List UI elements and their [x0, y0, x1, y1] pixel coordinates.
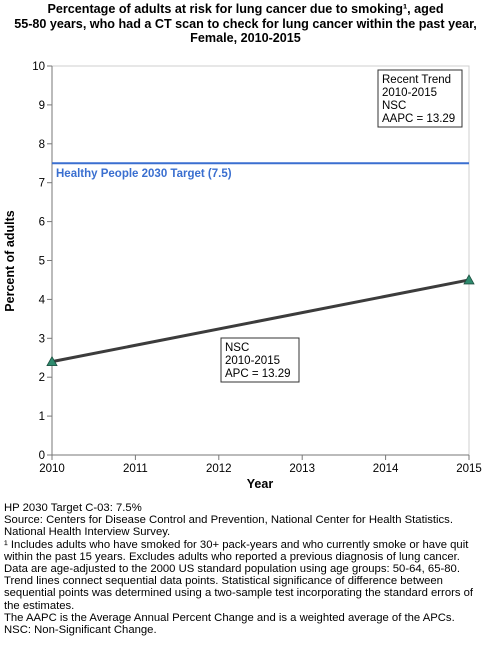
- x-tick-label: 2013: [289, 463, 315, 475]
- chart-title-line-3: Female, 2010-2015: [190, 31, 301, 45]
- y-tick-label: 10: [32, 61, 45, 73]
- segment-annotation-box: NSC 2010-2015 APC = 13.29: [220, 337, 300, 383]
- x-axis-label: Year: [247, 477, 274, 491]
- y-tick-label: 0: [39, 450, 45, 462]
- y-tick-label: 3: [39, 333, 45, 345]
- trend-annotation-frame: [377, 69, 463, 128]
- footnote-aapc: The AAPC is the Average Annual Percent C…: [4, 611, 455, 624]
- trend-annotation-box: Recent Trend 2010-2015 NSC AAPC = 13.29: [377, 69, 463, 128]
- x-tick-label: 2014: [373, 463, 399, 475]
- x-tick-label: 2015: [456, 463, 482, 475]
- y-tick-label: 7: [39, 178, 45, 190]
- segment-annotation-line-2: 2010-2015: [225, 355, 280, 367]
- data-point-marker: [46, 355, 58, 367]
- y-axis-label: Percent of adults: [3, 210, 17, 311]
- y-tick-label: 8: [39, 139, 45, 151]
- y-tick-label: 1: [39, 411, 45, 423]
- footnote-source: Source: Centers for Disease Control and …: [4, 514, 453, 539]
- y-tick-label: 6: [39, 217, 45, 229]
- series-group: [46, 274, 475, 367]
- data-point-marker: [463, 274, 475, 285]
- segment-annotation-frame: [220, 337, 300, 383]
- footnote-age-adjustment: Data are age-adjusted to the 2000 US sta…: [4, 563, 460, 576]
- y-tick-label: 9: [39, 100, 45, 112]
- x-tick-label: 2012: [206, 463, 232, 475]
- chart-title-line-1: Percentage of adults at risk for lung ca…: [47, 2, 444, 16]
- footnote-nsc: NSC: Non-Significant Change.: [4, 624, 157, 637]
- footnote-definition: ¹ Includes adults who have smoked for 30…: [4, 538, 469, 563]
- chart-title-line-2: 55-80 years, who had a CT scan to check …: [14, 16, 477, 31]
- footnote-target: HP 2030 Target C-03: 7.5%: [4, 502, 142, 514]
- footnotes: HP 2030 Target C-03: 7.5% Source: Center…: [4, 502, 488, 636]
- y-tick-label: 5: [39, 256, 45, 268]
- segment-annotation-line-3: APC = 13.29: [225, 368, 291, 380]
- line-chart: 0 1 2 3 4 5 6 7 8 9 10 2010 2011 2012 2013 2014 2015 Pe…: [3, 61, 482, 491]
- y-tick-label: 2: [39, 372, 45, 384]
- series-line: [51, 278, 470, 364]
- footnote-trend-method: Trend lines connect sequential data poin…: [4, 575, 474, 612]
- x-tick-label: 2010: [39, 463, 65, 475]
- y-axis: 0 1 2 3 4 5 6 7 8 9 10: [32, 61, 53, 462]
- x-axis: 2010 2011 2012 2013 2014 2015: [39, 454, 482, 475]
- y-tick-label: 4: [39, 294, 46, 306]
- segment-annotation-line-1: NSC: [225, 342, 249, 354]
- target-line-label: Healthy People 2030 Target (7.5): [56, 168, 232, 180]
- trend-annotation-line-1: Recent Trend: [382, 74, 451, 86]
- x-tick-label: 2011: [123, 463, 148, 475]
- chart-title: Percentage of adults at risk for lung ca…: [10, 2, 481, 46]
- trend-annotation-line-3: NSC: [382, 100, 406, 112]
- trend-annotation-line-2: 2010-2015: [382, 87, 437, 99]
- trend-annotation-line-4: AAPC = 13.29: [382, 113, 455, 125]
